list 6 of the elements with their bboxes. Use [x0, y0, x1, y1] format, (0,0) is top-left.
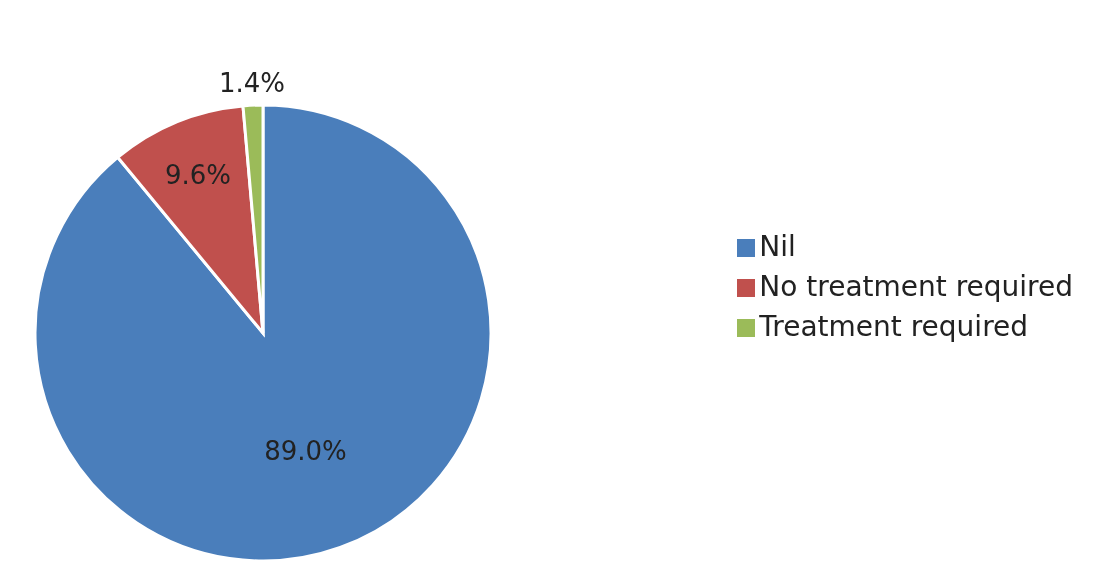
data-label: 89.0%: [264, 435, 347, 466]
data-label: 1.4%: [218, 68, 286, 99]
legend-label: No treatment required: [759, 269, 1073, 303]
legend-label: Treatment required: [759, 309, 1029, 343]
data-label: 9.6%: [165, 159, 232, 190]
legend-label: Nil: [759, 229, 796, 263]
